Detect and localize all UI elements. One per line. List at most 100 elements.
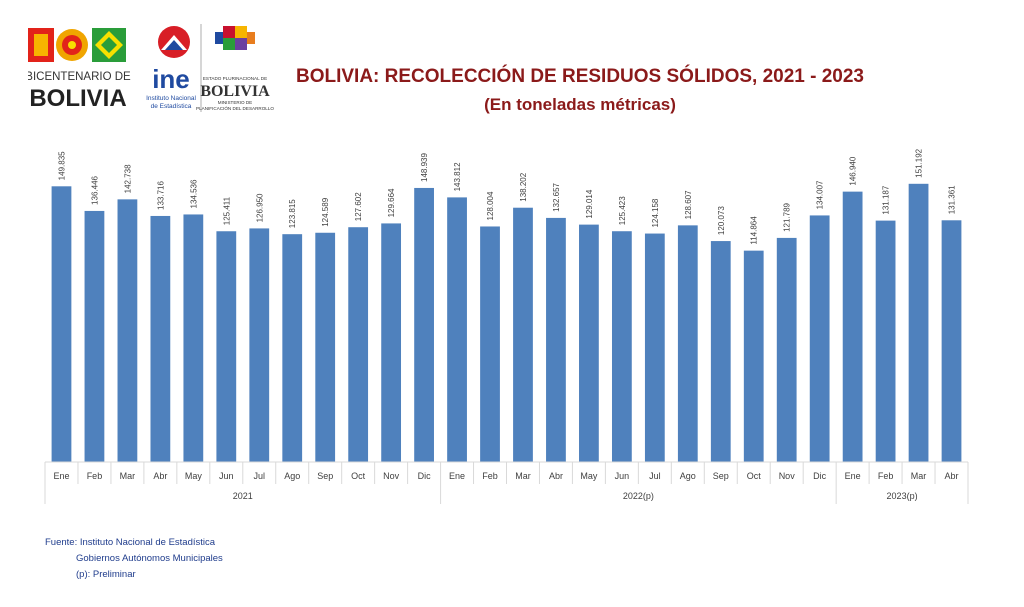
bicentenario-bottom-text: BOLIVIA bbox=[29, 85, 126, 112]
value-label-21: 114.864 bbox=[750, 216, 759, 245]
value-label-15: 132.657 bbox=[552, 182, 561, 211]
bicentenario-top-text: BICENTENARIO DE bbox=[28, 71, 131, 83]
x-tick-label-21: Oct bbox=[747, 471, 762, 481]
x-tick-label-14: Mar bbox=[515, 471, 531, 481]
ministry-country-text: BOLIVIA bbox=[200, 83, 270, 100]
bar-3 bbox=[150, 215, 171, 462]
value-label-25: 131.187 bbox=[882, 185, 891, 214]
bar-24 bbox=[842, 191, 863, 462]
x-tick-label-20: Sep bbox=[713, 471, 729, 481]
bar-14 bbox=[513, 207, 533, 462]
value-label-4: 134.536 bbox=[189, 179, 198, 208]
bar-16 bbox=[579, 224, 599, 462]
x-tick-label-17: Jun bbox=[615, 471, 630, 481]
value-label-23: 134.007 bbox=[816, 180, 825, 209]
value-label-7: 123.815 bbox=[288, 199, 297, 228]
bar-26 bbox=[908, 183, 929, 463]
value-label-16: 129.014 bbox=[585, 189, 594, 218]
ministry-top-text: ESTADO PLURINACIONAL DE bbox=[203, 76, 267, 81]
chart-subtitle: (En toneladas métricas) bbox=[484, 95, 676, 114]
bar-9 bbox=[348, 227, 369, 462]
bar-21 bbox=[743, 250, 764, 462]
x-tick-label-3: Abr bbox=[153, 471, 167, 481]
value-label-12: 143.812 bbox=[453, 162, 462, 191]
x-tick-label-5: Jun bbox=[219, 471, 234, 481]
ine-logo: ine Instituto Nacional de Estadística bbox=[146, 26, 196, 110]
x-tick-label-6: Jul bbox=[254, 471, 266, 481]
bar-2 bbox=[117, 199, 138, 463]
ine-line1-text: Instituto Nacional bbox=[146, 95, 196, 102]
bar-7 bbox=[282, 234, 303, 462]
x-tick-label-7: Ago bbox=[284, 471, 300, 481]
value-label-13: 128.004 bbox=[486, 191, 495, 220]
bar-20 bbox=[710, 241, 731, 462]
bar-8 bbox=[315, 232, 336, 462]
group-label-2: 2023(p) bbox=[887, 491, 918, 501]
x-tick-label-15: Abr bbox=[549, 471, 563, 481]
value-label-3: 133.716 bbox=[156, 180, 165, 209]
x-tick-label-4: May bbox=[185, 471, 203, 481]
bar-17 bbox=[611, 231, 632, 462]
value-label-20: 120.073 bbox=[717, 206, 726, 235]
x-tick-label-12: Ene bbox=[449, 471, 465, 481]
x-tick-label-8: Sep bbox=[317, 471, 333, 481]
group-label-0: 2021 bbox=[233, 491, 253, 501]
bar-13 bbox=[480, 226, 500, 462]
value-label-18: 124.158 bbox=[651, 198, 660, 227]
chart-title: BOLIVIA: RECOLECCIÓN DE RESIDUOS SÓLIDOS… bbox=[295, 66, 864, 87]
x-tick-label-22: Nov bbox=[779, 471, 796, 481]
value-label-24: 146.940 bbox=[849, 156, 858, 185]
footer-source-2: Gobiernos Autónomos Municipales bbox=[76, 553, 223, 564]
bar-22 bbox=[776, 237, 797, 462]
bar-chart: 149.835 Ene 136.446 Feb 142.738 Mar 133.716 Abr… bbox=[44, 148, 969, 504]
bar-6 bbox=[249, 228, 270, 462]
bar-1 bbox=[84, 210, 105, 462]
x-tick-label-26: Mar bbox=[911, 471, 927, 481]
bicentenario-logo: BICENTENARIO DE BOLIVIA bbox=[28, 28, 131, 112]
bar-25 bbox=[875, 220, 896, 462]
value-label-0: 149.835 bbox=[57, 151, 66, 180]
value-label-1: 136.446 bbox=[90, 175, 99, 204]
value-label-9: 127.602 bbox=[354, 192, 363, 221]
x-tick-label-16: May bbox=[580, 471, 598, 481]
ine-abbr-text: ine bbox=[152, 64, 190, 94]
x-tick-label-9: Oct bbox=[351, 471, 366, 481]
x-tick-label-18: Jul bbox=[649, 471, 661, 481]
x-tick-label-1: Feb bbox=[87, 471, 103, 481]
value-label-19: 128.607 bbox=[684, 190, 693, 219]
value-label-5: 125.411 bbox=[222, 196, 231, 225]
bar-12 bbox=[447, 197, 467, 462]
x-tick-label-23: Dic bbox=[813, 471, 826, 481]
footer-source-1: Instituto Nacional de Estadística bbox=[79, 537, 216, 548]
x-tick-label-11: Dic bbox=[418, 471, 431, 481]
group-label-1: 2022(p) bbox=[623, 491, 654, 501]
x-tick-label-27: Abr bbox=[945, 471, 959, 481]
x-tick-label-2: Mar bbox=[120, 471, 136, 481]
bar-11 bbox=[414, 187, 434, 462]
ministry-line2-text: PLANIFICACIÓN DEL DESARROLLO bbox=[196, 105, 274, 111]
ministry-line1-text: MINISTERIO DE bbox=[218, 100, 252, 105]
value-label-10: 129.664 bbox=[387, 188, 396, 217]
footer: Fuente: Instituto Nacional de Estadístic… bbox=[45, 535, 223, 583]
value-label-14: 138.202 bbox=[519, 172, 528, 201]
header-logos: BICENTENARIO DE BOLIVIA ine Instituto Na… bbox=[28, 24, 274, 112]
ministry-logo: ESTADO PLURINACIONAL DE BOLIVIA MINISTER… bbox=[196, 26, 274, 111]
value-label-26: 151.192 bbox=[915, 148, 924, 177]
value-label-8: 124.589 bbox=[321, 197, 330, 226]
bar-0 bbox=[51, 186, 72, 463]
value-label-2: 142.738 bbox=[123, 164, 132, 193]
footer-note: (p): Preliminar bbox=[76, 569, 136, 580]
bar-27 bbox=[941, 220, 962, 462]
value-label-11: 148.939 bbox=[420, 152, 429, 181]
footer-source-label: Fuente: bbox=[45, 537, 78, 548]
bar-18 bbox=[644, 233, 665, 462]
bar-4 bbox=[183, 214, 204, 462]
bar-23 bbox=[809, 215, 830, 462]
x-tick-label-13: Feb bbox=[482, 471, 498, 481]
footer-source-line: Fuente: Instituto Nacional de Estadístic… bbox=[45, 535, 223, 551]
value-label-27: 131.361 bbox=[948, 185, 957, 214]
x-tick-label-24: Ene bbox=[845, 471, 861, 481]
bar-15 bbox=[546, 217, 566, 462]
value-label-6: 126.950 bbox=[255, 193, 264, 222]
x-tick-label-19: Ago bbox=[680, 471, 696, 481]
